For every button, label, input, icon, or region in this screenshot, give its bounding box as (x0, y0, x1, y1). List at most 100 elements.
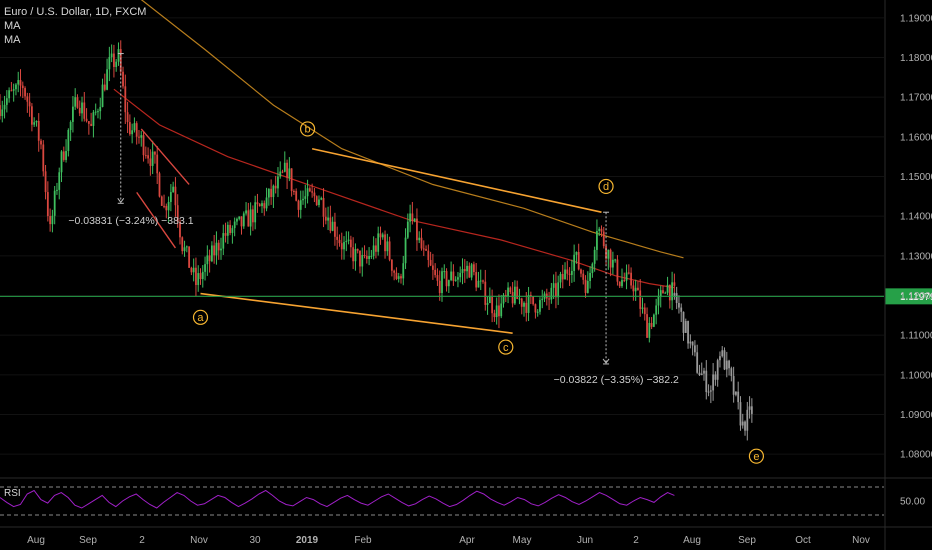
candle-body (650, 322, 653, 327)
candle-body (176, 205, 179, 222)
wave-label-text: b (305, 124, 311, 136)
candle (352, 237, 355, 270)
candle-body (306, 188, 309, 197)
candle-body (290, 168, 293, 192)
candle-body (279, 171, 282, 177)
candle (379, 226, 382, 245)
candle (511, 282, 514, 308)
candle-body (509, 287, 512, 293)
rsi-legend[interactable]: RSI (4, 488, 21, 499)
candle (425, 245, 427, 251)
candle (434, 263, 437, 278)
candle (329, 205, 332, 234)
candle (87, 121, 90, 135)
candle-body (103, 84, 106, 90)
candle-body (181, 237, 184, 252)
candle-body (550, 287, 553, 300)
candle-body (90, 123, 93, 126)
candle (197, 265, 200, 292)
candle-body (523, 302, 525, 307)
projected-bar-body (748, 406, 751, 410)
price-axis[interactable]: 1.19000 1.18000 1.17000 1.16000 1.15000 1.140… (884, 0, 932, 550)
candle (486, 296, 489, 315)
candle (561, 264, 564, 289)
time-axis[interactable]: Aug Sep 2 Nov 30 2019 Feb Apr May Jun 2 Aug Sep Oct No… (0, 526, 932, 546)
candle-body (138, 136, 140, 138)
candle (288, 157, 291, 182)
candle-body (49, 216, 52, 225)
candle (338, 234, 341, 247)
candle-body (251, 209, 254, 223)
candle (19, 69, 22, 97)
projected-bar-body (721, 350, 724, 357)
candle-body (637, 287, 639, 291)
projected-bar (737, 381, 740, 410)
candle-body (215, 242, 218, 256)
time-tick-label: 2019 (296, 535, 319, 546)
candle (475, 263, 478, 292)
candle-body (331, 221, 334, 231)
projected-bar-body (691, 341, 694, 346)
candle-body (625, 272, 628, 281)
candle-body (99, 106, 102, 112)
wave-leg-line (140, 128, 190, 185)
candle (210, 241, 213, 263)
candle-body (117, 49, 120, 62)
candle-body (254, 202, 257, 223)
candle-body (192, 267, 195, 273)
candle (56, 182, 58, 195)
candle-body (338, 239, 341, 244)
candle-body (566, 269, 569, 274)
ma-legend-2[interactable]: MA (4, 34, 21, 46)
candle-body (486, 303, 489, 305)
ma-legend-1[interactable]: MA (4, 20, 21, 32)
candle-body (561, 274, 564, 280)
candle (12, 83, 15, 102)
candle-body (416, 218, 418, 241)
candle (46, 181, 49, 222)
candle (452, 264, 455, 286)
symbol-title[interactable]: Euro / U.S. Dollar, 1D, FXCM (4, 6, 147, 18)
candle (226, 221, 229, 244)
candle-body (30, 106, 33, 125)
candle-body (639, 290, 642, 309)
price-tick-label: 1.11000 (900, 331, 932, 342)
candle-body (53, 190, 56, 216)
candle-body (536, 311, 539, 313)
projected-bar (703, 367, 705, 381)
current-price-label: 1.11979 (900, 292, 932, 303)
candle-body (443, 271, 446, 273)
candle-body (231, 228, 234, 233)
candle (62, 146, 65, 162)
candle (140, 130, 143, 147)
candle (349, 235, 352, 258)
candle (545, 288, 548, 306)
projected-bar (689, 334, 692, 349)
candle (85, 108, 88, 123)
candle (286, 159, 288, 190)
candle (627, 264, 630, 275)
candle-body (436, 275, 439, 281)
moving-average-line (113, 88, 675, 289)
time-tick-label: Nov (190, 535, 208, 546)
candle (242, 211, 245, 229)
wave-label-circle (748, 448, 765, 464)
candle (493, 309, 496, 322)
candle-body (183, 247, 186, 252)
candle-body (329, 217, 332, 231)
candle-body (270, 188, 273, 198)
candle (331, 216, 334, 232)
time-tick-label: 2 (633, 535, 639, 546)
projected-bar-body (746, 409, 749, 431)
candle-body (666, 284, 669, 293)
candle-body (179, 221, 181, 238)
candle-body (409, 213, 412, 222)
candle-body (470, 264, 473, 278)
candle (167, 196, 170, 223)
candle (21, 81, 24, 99)
drawing-tools[interactable]: a b c d e −0.03831 (−3.24%) −383.1 −0.03822 (−… (68, 53, 765, 464)
candle (195, 257, 197, 297)
projected-bar-body (732, 376, 735, 395)
candle-body (154, 151, 156, 155)
